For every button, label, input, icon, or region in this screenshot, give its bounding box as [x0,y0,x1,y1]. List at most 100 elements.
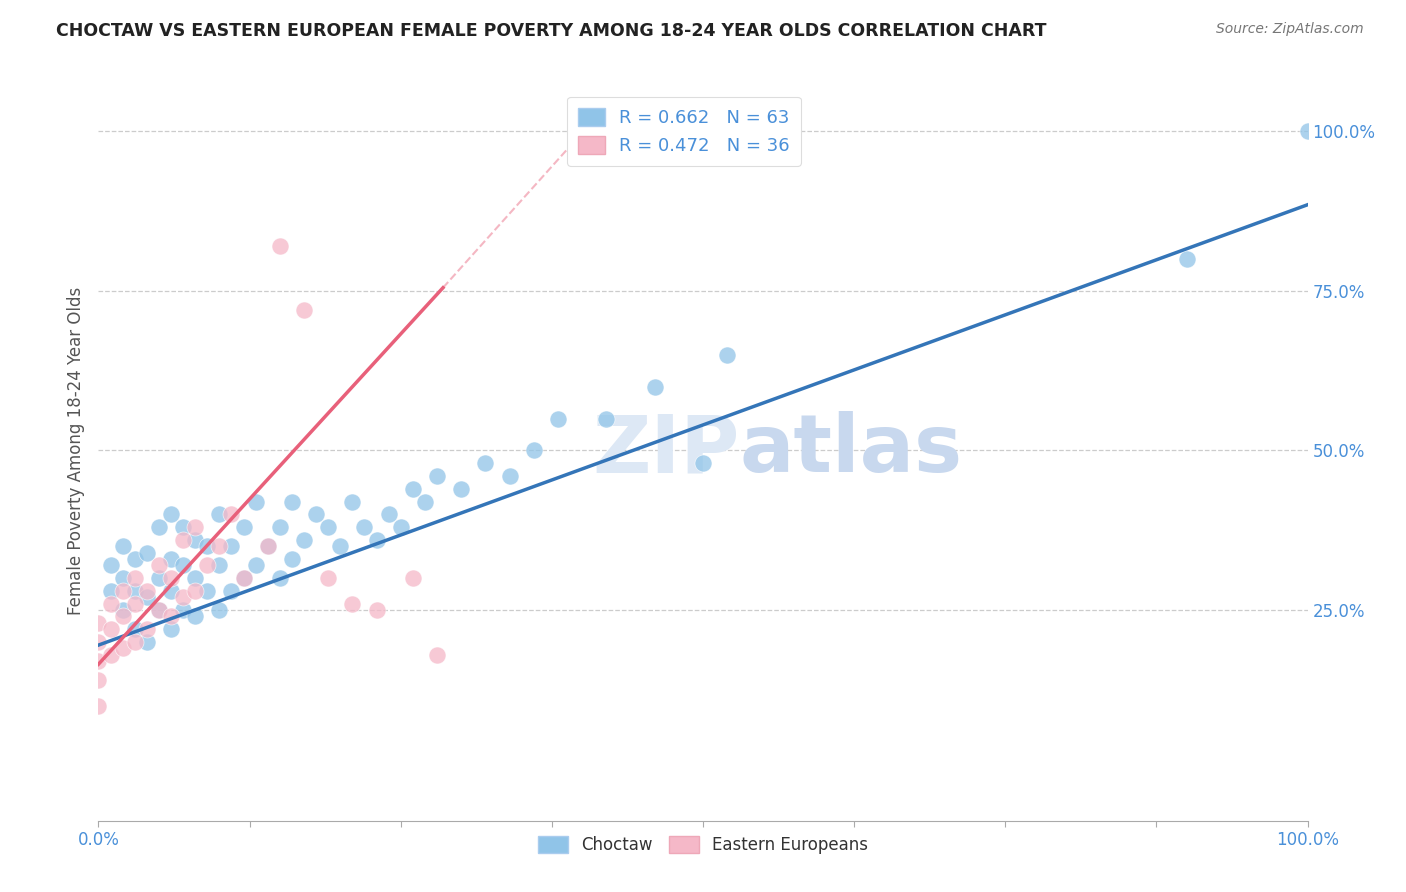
Point [172,520,194,534]
Point [111,641,134,656]
Point [87,698,110,713]
Point [256,539,278,553]
Point [195,558,218,573]
Point [292,533,315,547]
Point [148,558,170,573]
Point [135,635,157,649]
Point [377,508,399,522]
Point [426,469,449,483]
Point [426,648,449,662]
Point [148,520,170,534]
Point [413,494,436,508]
Point [208,539,231,553]
Point [135,622,157,636]
Point [135,545,157,559]
Point [269,239,291,253]
Point [184,520,207,534]
Legend: Choctaw, Eastern Europeans: Choctaw, Eastern Europeans [531,829,875,861]
Point [87,635,110,649]
Point [595,411,617,425]
Text: CHOCTAW VS EASTERN EUROPEAN FEMALE POVERTY AMONG 18-24 YEAR OLDS CORRELATION CHA: CHOCTAW VS EASTERN EUROPEAN FEMALE POVER… [56,22,1046,40]
Point [111,539,134,553]
Point [100,583,122,598]
Point [523,443,546,458]
Point [135,583,157,598]
Point [281,494,304,508]
Point [111,609,134,624]
Point [160,571,183,585]
Point [195,583,218,598]
Point [184,609,207,624]
Point [160,622,183,636]
Point [305,508,328,522]
Point [474,456,496,470]
Point [100,622,122,636]
Point [124,622,146,636]
Point [269,520,291,534]
Point [316,520,339,534]
Point [160,609,183,624]
Point [160,583,183,598]
Point [256,539,278,553]
Point [184,533,207,547]
Point [316,571,339,585]
Y-axis label: Female Poverty Among 18-24 Year Olds: Female Poverty Among 18-24 Year Olds [66,286,84,615]
Point [366,603,388,617]
Point [292,303,315,318]
Point [208,603,231,617]
Point [221,508,243,522]
Point [208,508,231,522]
Point [124,597,146,611]
Point [124,635,146,649]
Point [87,615,110,630]
Point [148,571,170,585]
Point [232,571,254,585]
Point [184,571,207,585]
Point [342,597,364,611]
Point [111,603,134,617]
Point [208,558,231,573]
Point [498,469,520,483]
Point [329,539,352,553]
Point [148,603,170,617]
Point [111,571,134,585]
Point [100,558,122,573]
Point [124,571,146,585]
Point [87,654,110,668]
Point [172,558,194,573]
Point [195,539,218,553]
Point [148,603,170,617]
Point [100,648,122,662]
Point [160,508,183,522]
Point [232,571,254,585]
Point [245,558,267,573]
Point [232,520,254,534]
Point [644,379,666,393]
Point [692,456,714,470]
Point [100,597,122,611]
Text: ZIP: ZIP [592,411,740,490]
Point [402,482,425,496]
Point [87,673,110,688]
Point [342,494,364,508]
Point [124,552,146,566]
Point [245,494,267,508]
Point [281,552,304,566]
Point [389,520,412,534]
Point [402,571,425,585]
Text: Source: ZipAtlas.com: Source: ZipAtlas.com [1216,22,1364,37]
Point [716,348,738,362]
Point [366,533,388,547]
Point [547,411,569,425]
Point [172,533,194,547]
Point [1296,124,1319,138]
Point [111,583,134,598]
Text: atlas: atlas [740,411,962,490]
Point [172,591,194,605]
Point [1175,252,1198,266]
Point [172,603,194,617]
Point [124,583,146,598]
Point [221,583,243,598]
Point [135,591,157,605]
Point [160,552,183,566]
